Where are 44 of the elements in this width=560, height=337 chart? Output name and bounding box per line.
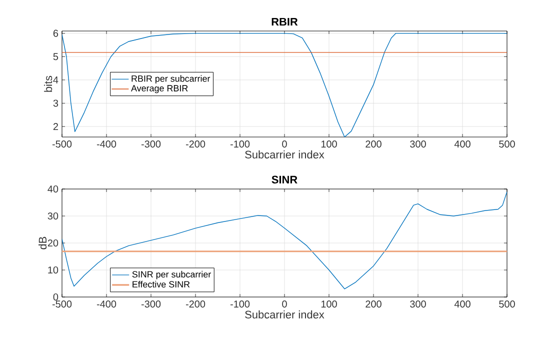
- x-tick-label: 100: [321, 300, 337, 308]
- x-tick-label: -100: [230, 140, 250, 148]
- y-tick-label: 30: [48, 212, 58, 220]
- x-tick-label: 200: [366, 140, 382, 148]
- chart-title: SINR: [272, 176, 298, 184]
- x-tick-label: 400: [454, 300, 470, 308]
- x-tick-label: -100: [230, 300, 250, 308]
- x-tick-label: 300: [410, 140, 426, 148]
- x-tick-label: -500: [52, 300, 72, 308]
- x-axis-title: Subcarrier index: [245, 310, 324, 318]
- x-tick-label: 0: [282, 140, 287, 148]
- y-tick-label: 5: [53, 53, 58, 60]
- line-series: [62, 32, 508, 138]
- line-series: [62, 191, 508, 290]
- x-tick-label: 500: [499, 300, 515, 308]
- chart-title: RBIR: [272, 18, 298, 26]
- y-tick-label: 4: [53, 76, 58, 84]
- legend-label: Average RBIR: [131, 85, 188, 94]
- x-tick-label: 300: [410, 300, 426, 308]
- x-tick-label: 0: [282, 300, 287, 308]
- y-axis-title: bits: [44, 76, 52, 92]
- x-tick-label: -300: [141, 140, 161, 148]
- x-tick-label: -400: [96, 300, 116, 308]
- x-tick-label: -200: [186, 140, 206, 148]
- x-tick-label: -200: [186, 300, 206, 308]
- x-tick-label: -500: [52, 140, 72, 148]
- y-tick-label: 6: [53, 30, 58, 37]
- y-tick-label: 20: [48, 239, 58, 247]
- x-tick-label: 200: [366, 300, 382, 308]
- legend-label: SINR per subcarrier: [132, 270, 211, 280]
- x-tick-label: -300: [141, 300, 161, 308]
- y-tick-label: 3: [53, 100, 58, 107]
- y-tick-label: 10: [48, 266, 58, 274]
- y-tick-label: 2: [53, 123, 58, 130]
- x-axis-title: Subcarrier index: [245, 150, 324, 158]
- legend-label: RBIR per subcarrier: [132, 75, 210, 84]
- y-tick-label: 0: [53, 293, 58, 301]
- legend-label: Effective SINR: [132, 280, 190, 288]
- x-tick-label: -400: [96, 140, 116, 148]
- y-tick-label: 40: [48, 185, 58, 193]
- x-tick-label: 500: [499, 140, 515, 148]
- y-axis-title: dB: [38, 236, 47, 250]
- x-tick-label: 400: [454, 140, 470, 148]
- x-tick-label: 100: [321, 140, 337, 148]
